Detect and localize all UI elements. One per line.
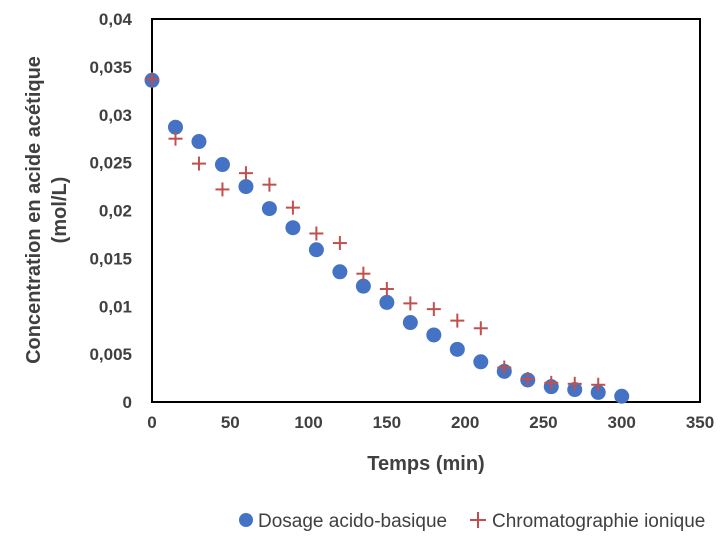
y-tick-label: 0,03 <box>99 106 132 125</box>
legend-label-chromatographie: Chromatographie ionique <box>492 511 705 532</box>
data-point-dosage <box>191 134 207 150</box>
data-point-chromatographie <box>403 296 418 311</box>
data-points <box>144 72 630 404</box>
legend-label-dosage: Dosage acido-basique <box>258 511 447 532</box>
y-tick-label: 0,015 <box>89 249 132 268</box>
data-point-dosage <box>426 327 442 343</box>
data-point-chromatographie <box>591 377 606 392</box>
y-tick-label: 0 <box>123 393 132 412</box>
y-tick-label: 0,025 <box>89 154 132 173</box>
data-point-chromatographie <box>379 282 394 297</box>
data-point-chromatographie <box>520 372 535 387</box>
y-axis-title-line-1: Concentration en acide acétique <box>23 56 45 364</box>
y-tick-label: 0,04 <box>99 10 133 29</box>
x-tick-label: 100 <box>294 413 322 432</box>
data-point-dosage <box>308 242 324 258</box>
x-axis-title: Temps (min) <box>367 453 484 475</box>
data-point-dosage <box>285 220 301 236</box>
data-point-dosage <box>402 315 418 331</box>
data-point-dosage <box>473 354 489 370</box>
data-point-chromatographie <box>332 236 347 251</box>
legend-circle-marker <box>239 513 253 527</box>
y-tick-label: 0,02 <box>99 202 132 221</box>
y-tick-label: 0,005 <box>89 345 132 364</box>
x-tick-label: 0 <box>147 413 156 432</box>
x-tick-label: 150 <box>373 413 401 432</box>
y-axis-title-line-2: (mol/L) <box>49 177 71 244</box>
x-tick-label: 200 <box>451 413 479 432</box>
data-point-chromatographie <box>497 360 512 375</box>
data-point-dosage <box>214 157 230 173</box>
data-point-dosage <box>167 119 183 135</box>
data-point-chromatographie <box>426 302 441 317</box>
x-tick-label: 250 <box>529 413 557 432</box>
legend: Dosage acido-basique Chromatographie ion… <box>239 511 705 532</box>
data-point-dosage <box>261 201 277 217</box>
x-tick-label: 350 <box>686 413 714 432</box>
data-point-chromatographie <box>215 182 230 197</box>
y-axis-ticks: 0 0,005 0,01 0,015 0,02 0,025 0,03 0,035 0,04 <box>89 10 132 412</box>
data-point-chromatographie <box>191 156 206 171</box>
data-point-dosage <box>332 264 348 280</box>
data-point-chromatographie <box>450 313 465 328</box>
data-point-chromatographie <box>544 375 559 390</box>
data-point-chromatographie <box>238 166 253 181</box>
data-point-dosage <box>449 341 465 357</box>
data-point-dosage <box>590 384 606 400</box>
x-tick-label: 50 <box>221 413 240 432</box>
y-axis-title: Concentration en acide acétique (mol/L) <box>23 56 71 364</box>
x-tick-label: 300 <box>608 413 636 432</box>
data-point-chromatographie <box>168 131 183 146</box>
data-point-chromatographie <box>356 266 371 281</box>
data-point-chromatographie <box>262 177 277 192</box>
data-point-dosage <box>238 179 254 195</box>
x-axis-ticks: 0 50 100 150 200 250 300 350 <box>147 413 714 432</box>
y-tick-label: 0,035 <box>89 58 132 77</box>
data-point-chromatographie <box>145 72 159 87</box>
data-point-chromatographie <box>473 321 488 336</box>
data-point-dosage <box>355 278 371 294</box>
data-point-chromatographie <box>309 226 324 241</box>
plot-area-border <box>151 18 701 403</box>
data-point-dosage <box>379 294 395 310</box>
y-tick-label: 0,01 <box>99 297 132 316</box>
data-point-chromatographie <box>285 200 300 215</box>
data-point-chromatographie <box>567 376 582 391</box>
data-point-dosage <box>614 388 630 404</box>
legend-plus-marker <box>470 512 486 528</box>
